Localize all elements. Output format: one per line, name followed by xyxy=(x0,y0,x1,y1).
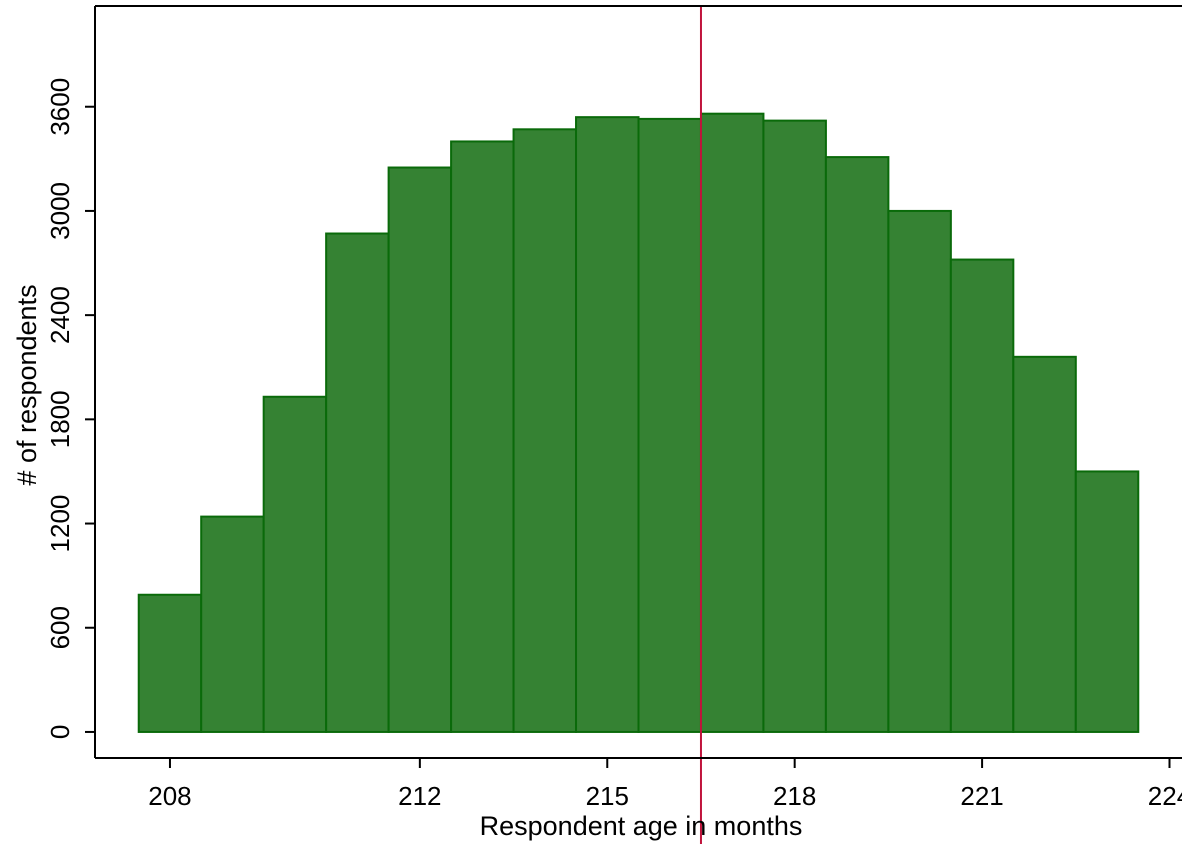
histogram-bar xyxy=(699,112,765,733)
histogram-bar xyxy=(887,209,952,733)
y-tick-label: 3000 xyxy=(45,182,75,240)
y-tick-label: 2400 xyxy=(45,286,75,344)
histogram-bar xyxy=(637,117,702,733)
x-ticks-layer: 208 212 215 218 221 224 xyxy=(148,758,1182,811)
histogram-bar xyxy=(824,156,890,733)
axes-layer xyxy=(94,5,1182,759)
x-tick-label: 221 xyxy=(960,781,1003,811)
y-tick-label: 1800 xyxy=(45,390,75,448)
y-axis-title: # of respondents xyxy=(12,284,42,485)
y-tick-label: 1200 xyxy=(45,495,75,553)
histogram-bar xyxy=(1074,470,1140,733)
histogram-bar xyxy=(262,395,328,733)
histogram-bar xyxy=(137,593,203,733)
histogram-bar xyxy=(387,166,453,733)
histogram-bar xyxy=(512,128,578,733)
y-tick-label: 3600 xyxy=(45,78,75,136)
x-tick-label: 218 xyxy=(773,781,816,811)
x-axis-title: Respondent age in months xyxy=(480,811,803,841)
histogram-bar xyxy=(1012,355,1077,733)
histogram-bar xyxy=(325,232,390,733)
histogram-bar xyxy=(450,140,515,733)
histogram-bar xyxy=(949,258,1015,733)
x-tick-label: 224 xyxy=(1148,781,1182,811)
histogram-bar xyxy=(762,119,827,733)
x-tick-label: 212 xyxy=(398,781,441,811)
y-tick-label: 0 xyxy=(45,725,75,739)
histogram-bar xyxy=(575,116,640,733)
y-tick-label: 600 xyxy=(45,606,75,649)
bars-layer xyxy=(137,112,1140,733)
x-tick-label: 208 xyxy=(148,781,191,811)
y-ticks-layer: 0 600 1200 1800 2400 3000 3600 xyxy=(45,78,95,739)
histogram-bar xyxy=(200,515,265,733)
x-tick-label: 215 xyxy=(586,781,629,811)
